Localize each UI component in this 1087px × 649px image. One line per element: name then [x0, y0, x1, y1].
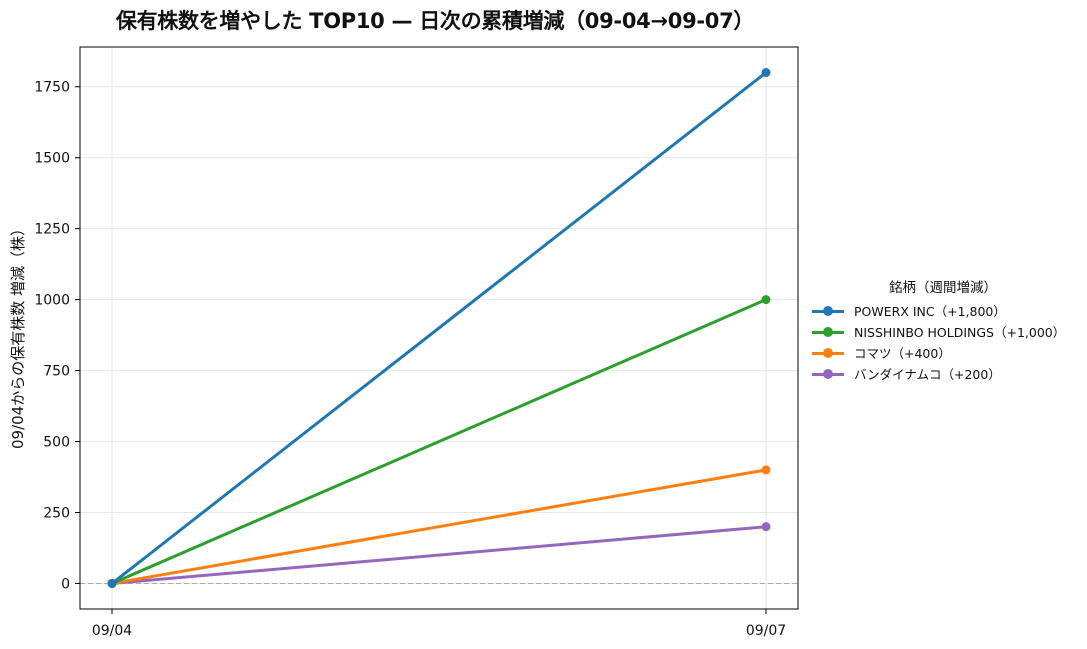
legend-swatch-marker: [823, 348, 833, 358]
legend-item: NISSHINBO HOLDINGS（+1,000）: [812, 321, 1084, 342]
legend-swatch: [812, 326, 844, 338]
legend-swatch-marker: [823, 369, 833, 379]
series-lines: [107, 68, 771, 588]
y-tick-label: 1000: [34, 293, 70, 309]
legend-title: 銘柄（週間増減）: [889, 280, 997, 296]
x-tick-label: 09/07: [746, 623, 786, 639]
legend-swatch: [812, 305, 844, 317]
y-tick-label: 500: [43, 435, 70, 451]
series-line: [110, 468, 768, 585]
y-tick-label: 1500: [34, 151, 70, 167]
y-tick-label: 0: [61, 576, 70, 592]
y-axis-ticks: 0 250 500 750 1000 1250 1500 1750: [34, 80, 80, 592]
data-point: [761, 522, 771, 532]
x-axis-ticks: 09/04 09/07: [92, 609, 786, 639]
grid-lines: [80, 47, 798, 609]
legend-label: バンダイナムコ（+200）: [854, 367, 1001, 382]
data-point: [761, 68, 771, 78]
legend-label: POWERX INC（+1,800）: [854, 304, 1006, 319]
y-tick-label: 750: [43, 364, 70, 380]
legend-swatch: [812, 368, 844, 380]
series-line: [110, 298, 768, 585]
legend-item: コマツ（+400）: [812, 342, 1084, 363]
legend-swatch-marker: [823, 306, 833, 316]
plot-area: [79, 46, 799, 610]
legend-swatch: [812, 347, 844, 359]
chart-title: 保有株数を増やした TOP10 — 日次の累積増減（09-04→09-07）: [115, 9, 755, 33]
legend-label: NISSHINBO HOLDINGS（+1,000）: [854, 325, 1066, 340]
data-point: [761, 465, 771, 475]
legend-swatch-marker: [823, 327, 833, 337]
y-tick-label: 250: [43, 505, 70, 521]
legend-item: バンダイナムコ（+200）: [812, 363, 1084, 384]
data-point: [107, 578, 117, 588]
y-tick-label: 1750: [34, 80, 70, 96]
data-point: [761, 295, 771, 305]
legend-item: POWERX INC（+1,800）: [812, 300, 1084, 321]
series-line: [110, 525, 768, 585]
legend-items: POWERX INC（+1,800） NISSHINBO HOLDINGS（+1,…: [812, 300, 1084, 384]
legend-label: コマツ（+400）: [854, 346, 951, 361]
y-axis-title: 09/04からの保有株数 増減（株）: [9, 221, 27, 449]
y-tick-label: 1250: [34, 222, 70, 238]
legend: 銘柄（週間増減） POWERX INC（+1,800） NISSHINBO HOL…: [812, 276, 1084, 384]
x-tick-label: 09/04: [92, 623, 132, 639]
series-line: [110, 71, 768, 585]
